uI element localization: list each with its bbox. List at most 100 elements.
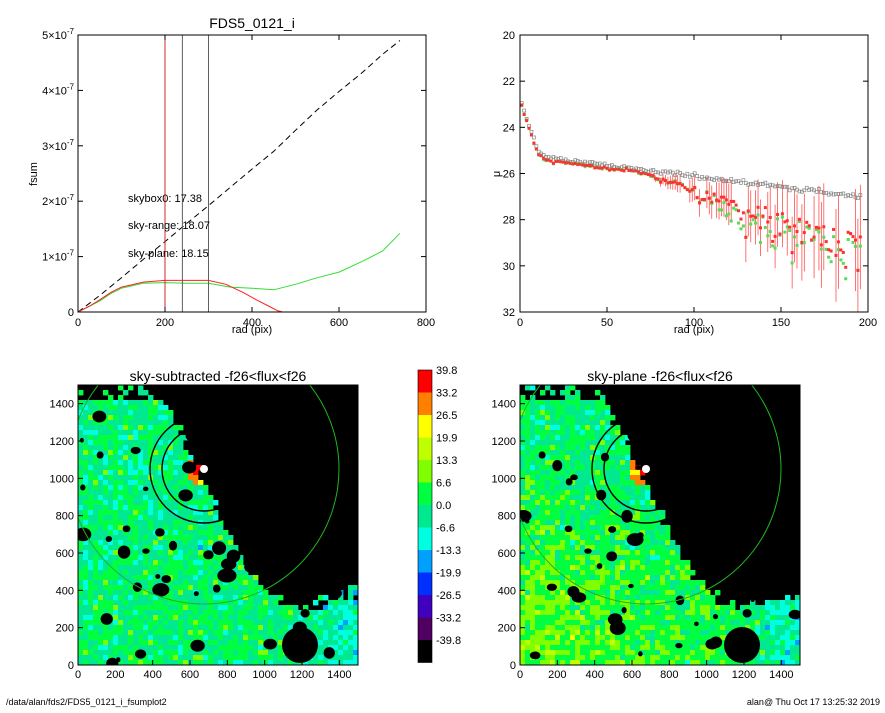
image-pixel — [138, 465, 144, 471]
image-pixel — [520, 485, 526, 491]
image-pixel — [570, 450, 576, 456]
image-pixel — [635, 550, 641, 556]
image-pixel — [660, 590, 666, 596]
image-pixel — [585, 660, 591, 665]
image-pixel — [158, 415, 164, 421]
image-pixel — [153, 630, 159, 636]
image-pixel — [183, 650, 189, 656]
image-pixel — [198, 480, 204, 486]
image-pixel — [520, 660, 526, 665]
image-pixel — [570, 565, 576, 571]
image-pixel — [625, 525, 631, 531]
mu-point-red — [712, 192, 716, 196]
image-pixel — [178, 555, 184, 561]
image-pixel — [540, 520, 546, 526]
image-pixel — [520, 630, 526, 636]
image-pixel — [203, 565, 209, 571]
image-pixel — [168, 565, 174, 571]
mu-point-red — [554, 159, 558, 163]
image-pixel — [103, 405, 109, 411]
image-pixel — [770, 640, 776, 646]
image-pixel — [645, 500, 651, 506]
image-pixel — [93, 525, 99, 531]
image-pixel — [168, 460, 174, 466]
image-pixel — [575, 435, 581, 441]
image-pixel — [328, 625, 334, 631]
image-pixel — [655, 560, 661, 566]
image-pixel — [173, 450, 179, 456]
image-pixel — [600, 545, 606, 551]
image-pixel — [98, 585, 104, 591]
image-pixel — [610, 435, 616, 441]
image-pixel — [153, 560, 159, 566]
image-pixel — [560, 650, 566, 656]
image-pixel — [113, 585, 119, 591]
image-pixel — [590, 405, 596, 411]
image-pixel — [570, 410, 576, 416]
image-pixel — [83, 455, 89, 461]
image-pixel — [600, 465, 606, 471]
image-pixel — [520, 545, 526, 551]
image-pixel — [338, 640, 344, 646]
image-pixel — [103, 490, 109, 496]
image-pixel — [148, 520, 154, 526]
image-pixel — [123, 635, 129, 641]
image-pixel — [158, 400, 164, 406]
image-pixel — [780, 620, 786, 626]
image-pixel — [123, 455, 129, 461]
mu-point-red — [722, 195, 726, 199]
image-pixel — [615, 570, 621, 576]
mu-point-gray — [653, 170, 658, 174]
image-pixel — [585, 485, 591, 491]
image-pixel — [565, 570, 571, 576]
mu-point-green — [758, 240, 762, 244]
image-pixel — [615, 650, 621, 656]
image-pixel — [198, 630, 204, 636]
image-pixel — [660, 645, 666, 651]
mu-point-red — [529, 133, 533, 137]
image-pixel — [158, 475, 164, 481]
image-pixel — [253, 610, 259, 616]
image-pixel — [158, 605, 164, 611]
annulus-inner — [603, 426, 689, 512]
image-pixel — [625, 640, 631, 646]
image-pixel — [353, 655, 358, 661]
image-pixel — [158, 485, 164, 491]
image-pixel — [188, 565, 194, 571]
image-pixel — [535, 590, 541, 596]
image-pixel — [118, 635, 124, 641]
mu-point-green — [732, 206, 736, 210]
image-pixel — [278, 650, 284, 656]
image-pixel — [83, 540, 89, 546]
image-pixel — [530, 590, 536, 596]
image-pixel — [118, 575, 124, 581]
image-pixel — [695, 640, 701, 646]
image-pixel — [208, 500, 214, 506]
image-pixel — [645, 580, 651, 586]
image-pixel — [243, 610, 249, 616]
image-pixel — [645, 565, 651, 571]
image-pixel — [223, 530, 229, 536]
image-pixel — [118, 475, 124, 481]
image-pixel — [228, 630, 234, 636]
image-pixel — [520, 430, 526, 436]
image-pixel — [535, 430, 541, 436]
image-pixel — [113, 625, 119, 631]
image-pixel — [123, 515, 129, 521]
image-pixel — [88, 495, 94, 501]
image-pixel — [665, 550, 671, 556]
image-pixel — [565, 660, 571, 665]
image-pixel — [353, 620, 358, 626]
image-pixel — [193, 495, 199, 501]
image-pixel — [530, 435, 536, 441]
image-pixel — [535, 660, 541, 665]
image-pixel — [258, 625, 264, 631]
image-pixel — [620, 560, 626, 566]
image-pixel — [208, 655, 214, 661]
image-pixel — [133, 615, 139, 621]
image-pixel — [520, 585, 526, 591]
image-pixel — [278, 605, 284, 611]
image-pixel — [770, 600, 776, 606]
image-pixel — [520, 595, 526, 601]
image-pixel — [580, 450, 586, 456]
